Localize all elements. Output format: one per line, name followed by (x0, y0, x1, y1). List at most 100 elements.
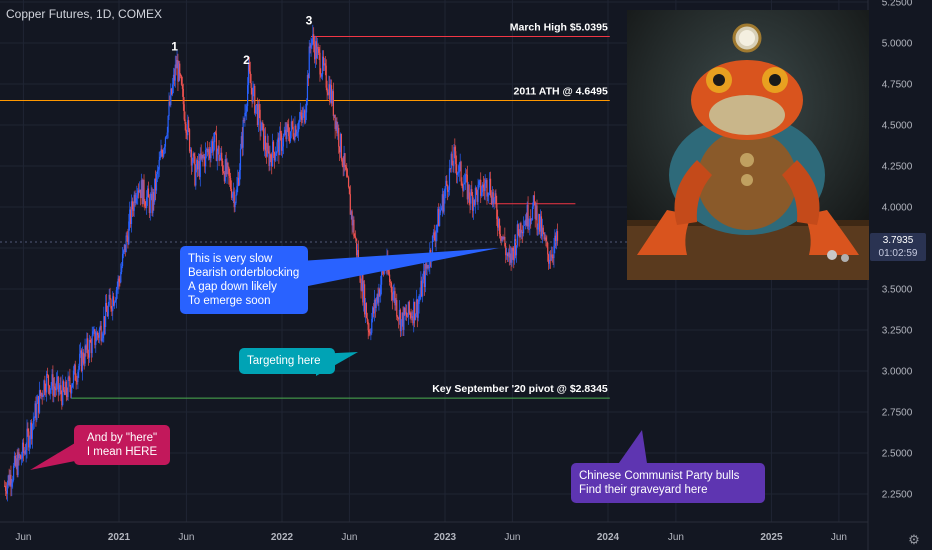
candle-body (471, 189, 473, 196)
candle-body (522, 225, 525, 234)
candle-body (400, 319, 402, 332)
candle-body (308, 46, 310, 79)
candle-body (273, 152, 276, 161)
candle-body (262, 122, 264, 124)
candle-body (51, 374, 53, 386)
candle-body (175, 64, 177, 69)
candle-body (314, 41, 317, 60)
candle-body (422, 279, 424, 297)
candle-body (216, 151, 218, 162)
candle-body (156, 170, 159, 174)
candle-body (127, 236, 129, 245)
candle-body (443, 196, 445, 212)
candle-body (32, 421, 34, 425)
wave-label: 1 (171, 40, 178, 54)
candle-body (19, 455, 21, 459)
candle-body (467, 184, 469, 200)
candle-body (486, 180, 488, 197)
candle-body (132, 209, 134, 211)
candle-body (490, 195, 493, 204)
candle-body (240, 136, 242, 149)
candle-body (415, 299, 418, 315)
candle-body (277, 137, 279, 143)
candle-body (289, 131, 292, 142)
candle-body (98, 329, 100, 338)
annotation-bearish-orderblock[interactable]: This is very slow Bearish orderblocking … (180, 246, 308, 314)
candle-body (221, 152, 223, 161)
candle-body (523, 224, 526, 226)
candle-body (481, 184, 484, 193)
candle-body (255, 105, 257, 114)
candle-body (472, 195, 474, 211)
candle-body (211, 141, 213, 149)
horizontal-levels: March High $5.0395 2011 ATH @ 4.6495 Key S… (0, 22, 610, 399)
candle-body (547, 242, 549, 255)
candle-body (381, 271, 384, 273)
candle-body (345, 166, 347, 170)
candle-body (416, 299, 418, 318)
candle-body (442, 194, 444, 212)
annotation-graveyard[interactable]: Chinese Communist Party bulls Find their… (571, 463, 765, 503)
candle-body (210, 148, 212, 159)
candle-body (73, 364, 75, 371)
time-tick-label: 2024 (597, 532, 620, 543)
candle-body (243, 120, 245, 121)
candle-body (119, 281, 121, 283)
candle-body (282, 135, 284, 147)
candle-body (363, 284, 365, 303)
time-tick-label: Jun (831, 532, 847, 543)
candle-body (229, 175, 231, 179)
candle-body (378, 289, 380, 303)
candle-body (511, 248, 513, 263)
candle-body (317, 46, 319, 49)
candle-body (45, 390, 47, 393)
candle-body (248, 64, 250, 72)
candle-body (435, 232, 437, 242)
candle-body (489, 178, 491, 193)
candle-body (497, 219, 499, 228)
bar-countdown: 01:02:59 (878, 248, 918, 259)
price-tick-label: 3.0000 (882, 367, 913, 378)
candle-body (208, 149, 210, 155)
candle-body (219, 157, 221, 161)
candle-body (422, 271, 425, 280)
candle-body (130, 209, 132, 224)
candle-body (291, 121, 293, 127)
price-axis[interactable]: 2.25002.50002.75003.00003.25003.50003.75… (882, 0, 913, 501)
candle-body (25, 449, 27, 454)
candle-body (196, 160, 199, 170)
candle-body (456, 164, 458, 175)
candle-body (405, 312, 407, 315)
price-tick-label: 5.2500 (882, 0, 913, 9)
time-axis[interactable]: Jun 2021 Jun 2022 Jun 2023 Jun 2024 Jun 2025 Jun (15, 532, 847, 543)
candle-body (364, 302, 367, 315)
candle-body (280, 130, 282, 134)
blue-pointer-tail (285, 248, 499, 286)
candle-body (495, 193, 497, 204)
candle-body (48, 385, 50, 394)
candle-body (60, 385, 62, 395)
candle-body (116, 286, 118, 291)
candle-body (144, 201, 146, 206)
settings-gear-icon[interactable]: ⚙ (908, 532, 920, 547)
candle-body (108, 294, 110, 306)
candle-body (21, 458, 23, 460)
candle-body (470, 189, 472, 204)
candle-body (154, 178, 156, 202)
candle-body (382, 271, 384, 274)
candle-body (139, 189, 142, 198)
candle-body (200, 153, 202, 159)
candle-body (537, 227, 539, 230)
candle-body (192, 153, 194, 162)
candle-body (501, 236, 503, 241)
candle-body (391, 292, 393, 300)
candle-body (326, 87, 328, 93)
candle-body (346, 169, 348, 177)
annotation-here[interactable]: And by "here" I mean HERE (74, 425, 170, 465)
candle-body (370, 332, 372, 334)
candle-body (502, 236, 504, 239)
candle-body (204, 156, 206, 167)
candle-body (522, 232, 524, 234)
candle-body (71, 387, 73, 394)
annotation-target[interactable]: Targeting here (239, 348, 335, 374)
